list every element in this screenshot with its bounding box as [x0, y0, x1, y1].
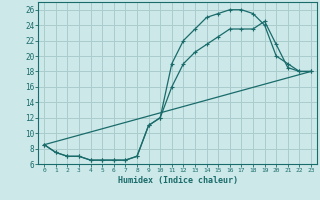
X-axis label: Humidex (Indice chaleur): Humidex (Indice chaleur) — [118, 176, 238, 185]
